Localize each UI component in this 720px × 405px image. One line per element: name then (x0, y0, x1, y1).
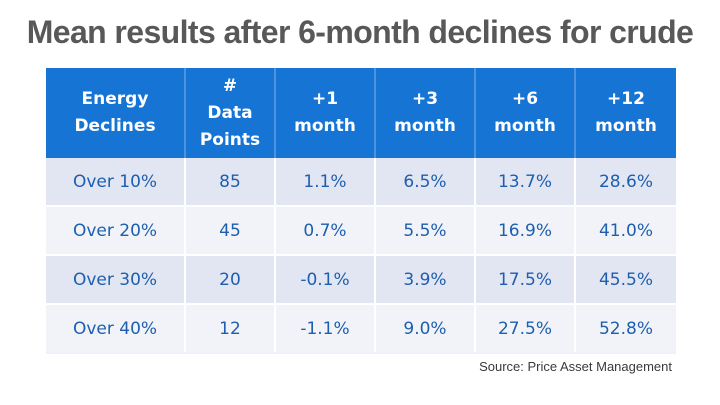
header-line: Points (199, 129, 261, 150)
cell-decline-level: Over 30% (46, 254, 186, 303)
cell-6-month: 17.5% (476, 254, 576, 303)
source-caption: Source: Price Asset Management (479, 359, 672, 374)
header-line: Energy (81, 89, 149, 109)
cell-6-month: 27.5% (476, 303, 576, 352)
header-line: month (494, 116, 556, 136)
table-row: Over 20% 45 0.7% 5.5% 16.9% 41.0% (46, 205, 676, 254)
header-line: # (222, 75, 238, 96)
cell-data-points: 45 (186, 205, 276, 254)
cell-6-month: 16.9% (476, 205, 576, 254)
header-line: +12 (607, 89, 645, 109)
slide-title: Mean results after 6-month declines for … (26, 14, 694, 50)
cell-12-month: 45.5% (576, 254, 676, 303)
table-row: Over 10% 85 1.1% 6.5% 13.7% 28.6% (46, 158, 676, 205)
cell-decline-level: Over 40% (46, 303, 186, 352)
cell-3-month: 6.5% (376, 158, 476, 205)
cell-1-month: -0.1% (276, 254, 376, 303)
table-row: Over 40% 12 -1.1% 9.0% 27.5% 52.8% (46, 303, 676, 352)
cell-decline-level: Over 20% (46, 205, 186, 254)
table-row: Over 30% 20 -0.1% 3.9% 17.5% 45.5% (46, 254, 676, 303)
cell-6-month: 13.7% (476, 158, 576, 205)
cell-1-month: 0.7% (276, 205, 376, 254)
header-line: +3 (411, 89, 439, 109)
header-line: month (595, 116, 657, 136)
table-header-row: Energy Declines # Data Points +1 month +… (46, 68, 676, 158)
header-data-points: # Data Points (186, 68, 276, 158)
cell-data-points: 85 (186, 158, 276, 205)
cell-3-month: 9.0% (376, 303, 476, 352)
cell-12-month: 28.6% (576, 158, 676, 205)
header-line: +6 (511, 89, 539, 109)
cell-1-month: -1.1% (276, 303, 376, 352)
header-line: Declines (74, 116, 156, 136)
header-line: Data (207, 102, 253, 123)
results-table-container: Energy Declines # Data Points +1 month +… (46, 68, 676, 354)
cell-3-month: 5.5% (376, 205, 476, 254)
cell-12-month: 52.8% (576, 303, 676, 352)
header-plus-12-month: +12 month (576, 68, 676, 158)
cell-3-month: 3.9% (376, 254, 476, 303)
header-line: month (294, 116, 356, 136)
header-line: month (394, 116, 456, 136)
cell-1-month: 1.1% (276, 158, 376, 205)
header-plus-3-month: +3 month (376, 68, 476, 158)
cell-decline-level: Over 10% (46, 158, 186, 205)
header-line: +1 (311, 89, 339, 109)
cell-12-month: 41.0% (576, 205, 676, 254)
header-plus-6-month: +6 month (476, 68, 576, 158)
cell-data-points: 12 (186, 303, 276, 352)
results-table: Energy Declines # Data Points +1 month +… (46, 68, 676, 352)
header-plus-1-month: +1 month (276, 68, 376, 158)
header-energy-declines: Energy Declines (46, 68, 186, 158)
cell-data-points: 20 (186, 254, 276, 303)
